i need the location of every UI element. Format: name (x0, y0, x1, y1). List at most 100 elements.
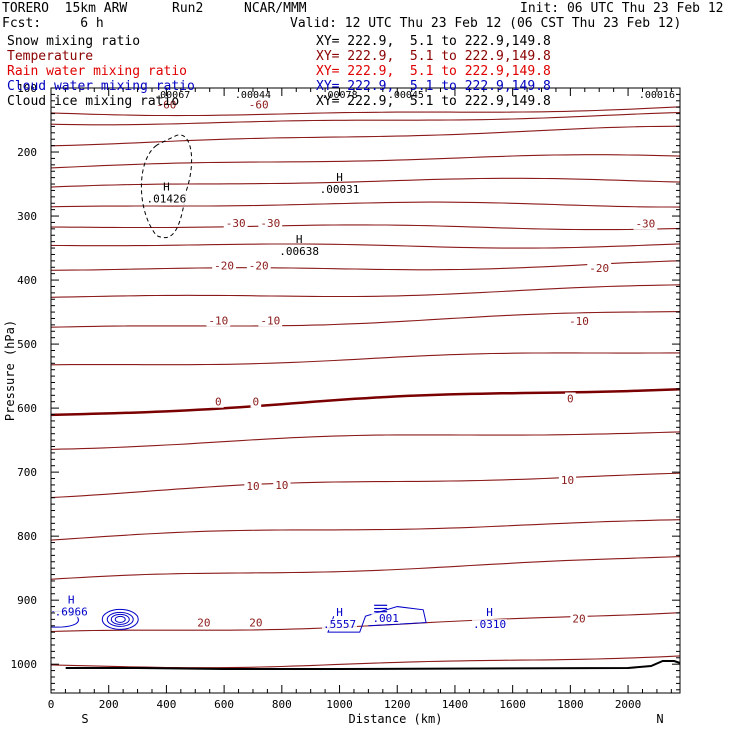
extremum-value-bg (472, 619, 508, 631)
y-tick-label: 800 (17, 530, 37, 543)
cloud-water-ring (101, 608, 139, 630)
plot-frame (50, 87, 681, 694)
isotherm-label-bg (273, 478, 291, 491)
isotherm-label: -10 (208, 314, 228, 327)
isotherm-label-bg (154, 98, 179, 111)
isotherm-label-bg (250, 395, 262, 408)
isotherm-label: 10 (246, 480, 259, 493)
isotherm--50 (50, 125, 681, 147)
endpoint-right: N (656, 712, 663, 726)
isotherm-label: 0 (253, 396, 260, 409)
x-tick-label: 2000 (615, 698, 642, 711)
extremum-value-bg (278, 245, 320, 257)
isotherm-label: -60 (156, 99, 176, 112)
extremum-value: .00031 (320, 183, 360, 196)
y-axis-title: Pressure (hPa) (3, 320, 17, 421)
extremum-value: .01426 (147, 192, 187, 205)
isotherm--35 (50, 201, 681, 208)
isotherm-label-bg (206, 314, 231, 327)
legend-rain-xy: XY= 222.9, 5.1 to 222.9,149.8 (316, 64, 551, 79)
isotherm-20 (50, 556, 681, 580)
extremum-value: .5557 (323, 618, 356, 631)
extremum-symbol: H (163, 180, 170, 193)
y-tick-label: 900 (17, 594, 37, 607)
y-tick-label: 1000 (11, 658, 38, 671)
legend-cloud-water-xy: XY= 222.9, 5.1 to 222.9,149.8 (316, 79, 551, 94)
isotherm-label-bg (258, 217, 283, 230)
isotherm-label: 0 (215, 396, 222, 409)
isotherm-label-bg (223, 217, 248, 230)
isotherm-label: -30 (260, 217, 280, 230)
ground-surface (65, 660, 681, 670)
extremum-value-bg (53, 606, 89, 618)
endpoint-left: S (81, 712, 88, 726)
isotherm-30 (50, 655, 681, 669)
init-time: Init: 06 UTC Thu 23 Feb 12 (520, 1, 724, 16)
isotherm-label-bg (633, 217, 658, 230)
isotherm-label: 20 (197, 617, 210, 630)
x-tick-label: 600 (214, 698, 234, 711)
x-tick-label: 1400 (442, 698, 469, 711)
legend-cloud-ice-xy: XY= 222.9, 5.1 to 222.9,149.8 (316, 94, 551, 109)
legend-rain: Rain water mixing ratio (7, 64, 188, 79)
isotherm-label: -30 (226, 217, 246, 230)
y-tick-label: 100 (17, 82, 37, 95)
extremum-value: .6966 (55, 605, 88, 618)
isotherm-label: 0 (567, 393, 574, 406)
isotherm-label: -10 (569, 315, 589, 328)
isotherm-label: -20 (249, 259, 269, 272)
isotherm--20 (50, 260, 681, 271)
org-name: NCAR/MMM (244, 1, 307, 16)
y-tick-label: 200 (17, 146, 37, 159)
legend-temperature-xy: XY= 222.9, 5.1 to 222.9,149.8 (316, 49, 551, 64)
isotherm--15 (50, 284, 681, 298)
cloud-water-ring (110, 613, 130, 625)
top-ice-label: .00067 (154, 90, 190, 101)
x-tick-label: 0 (48, 698, 55, 711)
extremum-value-bg (322, 619, 358, 631)
isotherm--40 (50, 177, 681, 188)
isotherm--25 (50, 243, 681, 249)
isotherm-label: 10 (275, 479, 288, 492)
isotherm--60 (50, 106, 681, 117)
isotherm-label-bg (570, 612, 588, 625)
isotherm-5 (50, 431, 681, 450)
legend-cloud-ice: Cloud ice mixing ratio (7, 94, 180, 109)
x-tick-label: 1000 (326, 698, 353, 711)
isotherm--45 (50, 154, 681, 169)
isotherm-label-bg (567, 315, 591, 328)
legend-cloud-water: Cloud water mixing ratio (7, 79, 195, 94)
isotherm--55 (50, 111, 681, 126)
isotherm-label: -20 (214, 259, 234, 272)
x-tick-label: 800 (272, 698, 292, 711)
extremum-symbol: H (336, 171, 343, 184)
y-tick-label: 300 (17, 210, 37, 223)
extremum-value: .0310 (473, 618, 506, 631)
top-ice-label: .00045 (388, 90, 424, 101)
isotherm-label: -20 (589, 262, 609, 275)
y-tick-label: 700 (17, 466, 37, 479)
x-tick-label: 1800 (557, 698, 584, 711)
extremum-value-bg (371, 612, 400, 624)
x-tick-label: 400 (156, 698, 176, 711)
isotherm-label-bg (587, 261, 612, 274)
isotherm-label-bg (258, 314, 283, 327)
extremum-value-bg (318, 183, 361, 195)
cloud-water-ring (114, 615, 126, 623)
isotherm-label-bg (195, 616, 213, 629)
isotherm-label: 20 (572, 613, 585, 626)
model-title: TORERO 15km ARW (2, 1, 128, 16)
isotherm-label: -30 (635, 218, 655, 231)
isotherm-15 (50, 519, 681, 541)
isotherm-10 (50, 472, 681, 499)
extremum-symbol: H (336, 606, 343, 619)
isotherm-0 (50, 387, 681, 417)
x-tick-label: 200 (99, 698, 119, 711)
isotherm--5 (50, 352, 680, 366)
legend-temperature: Temperature (7, 49, 94, 64)
valid-time: Valid: 12 UTC Thu 23 Feb 12 (06 CST Thu … (290, 16, 682, 31)
y-tick-label: 400 (17, 274, 37, 287)
extremum-symbol: H (296, 233, 303, 246)
y-tick-label: 600 (17, 402, 37, 415)
isotherm-label-bg (246, 259, 271, 272)
